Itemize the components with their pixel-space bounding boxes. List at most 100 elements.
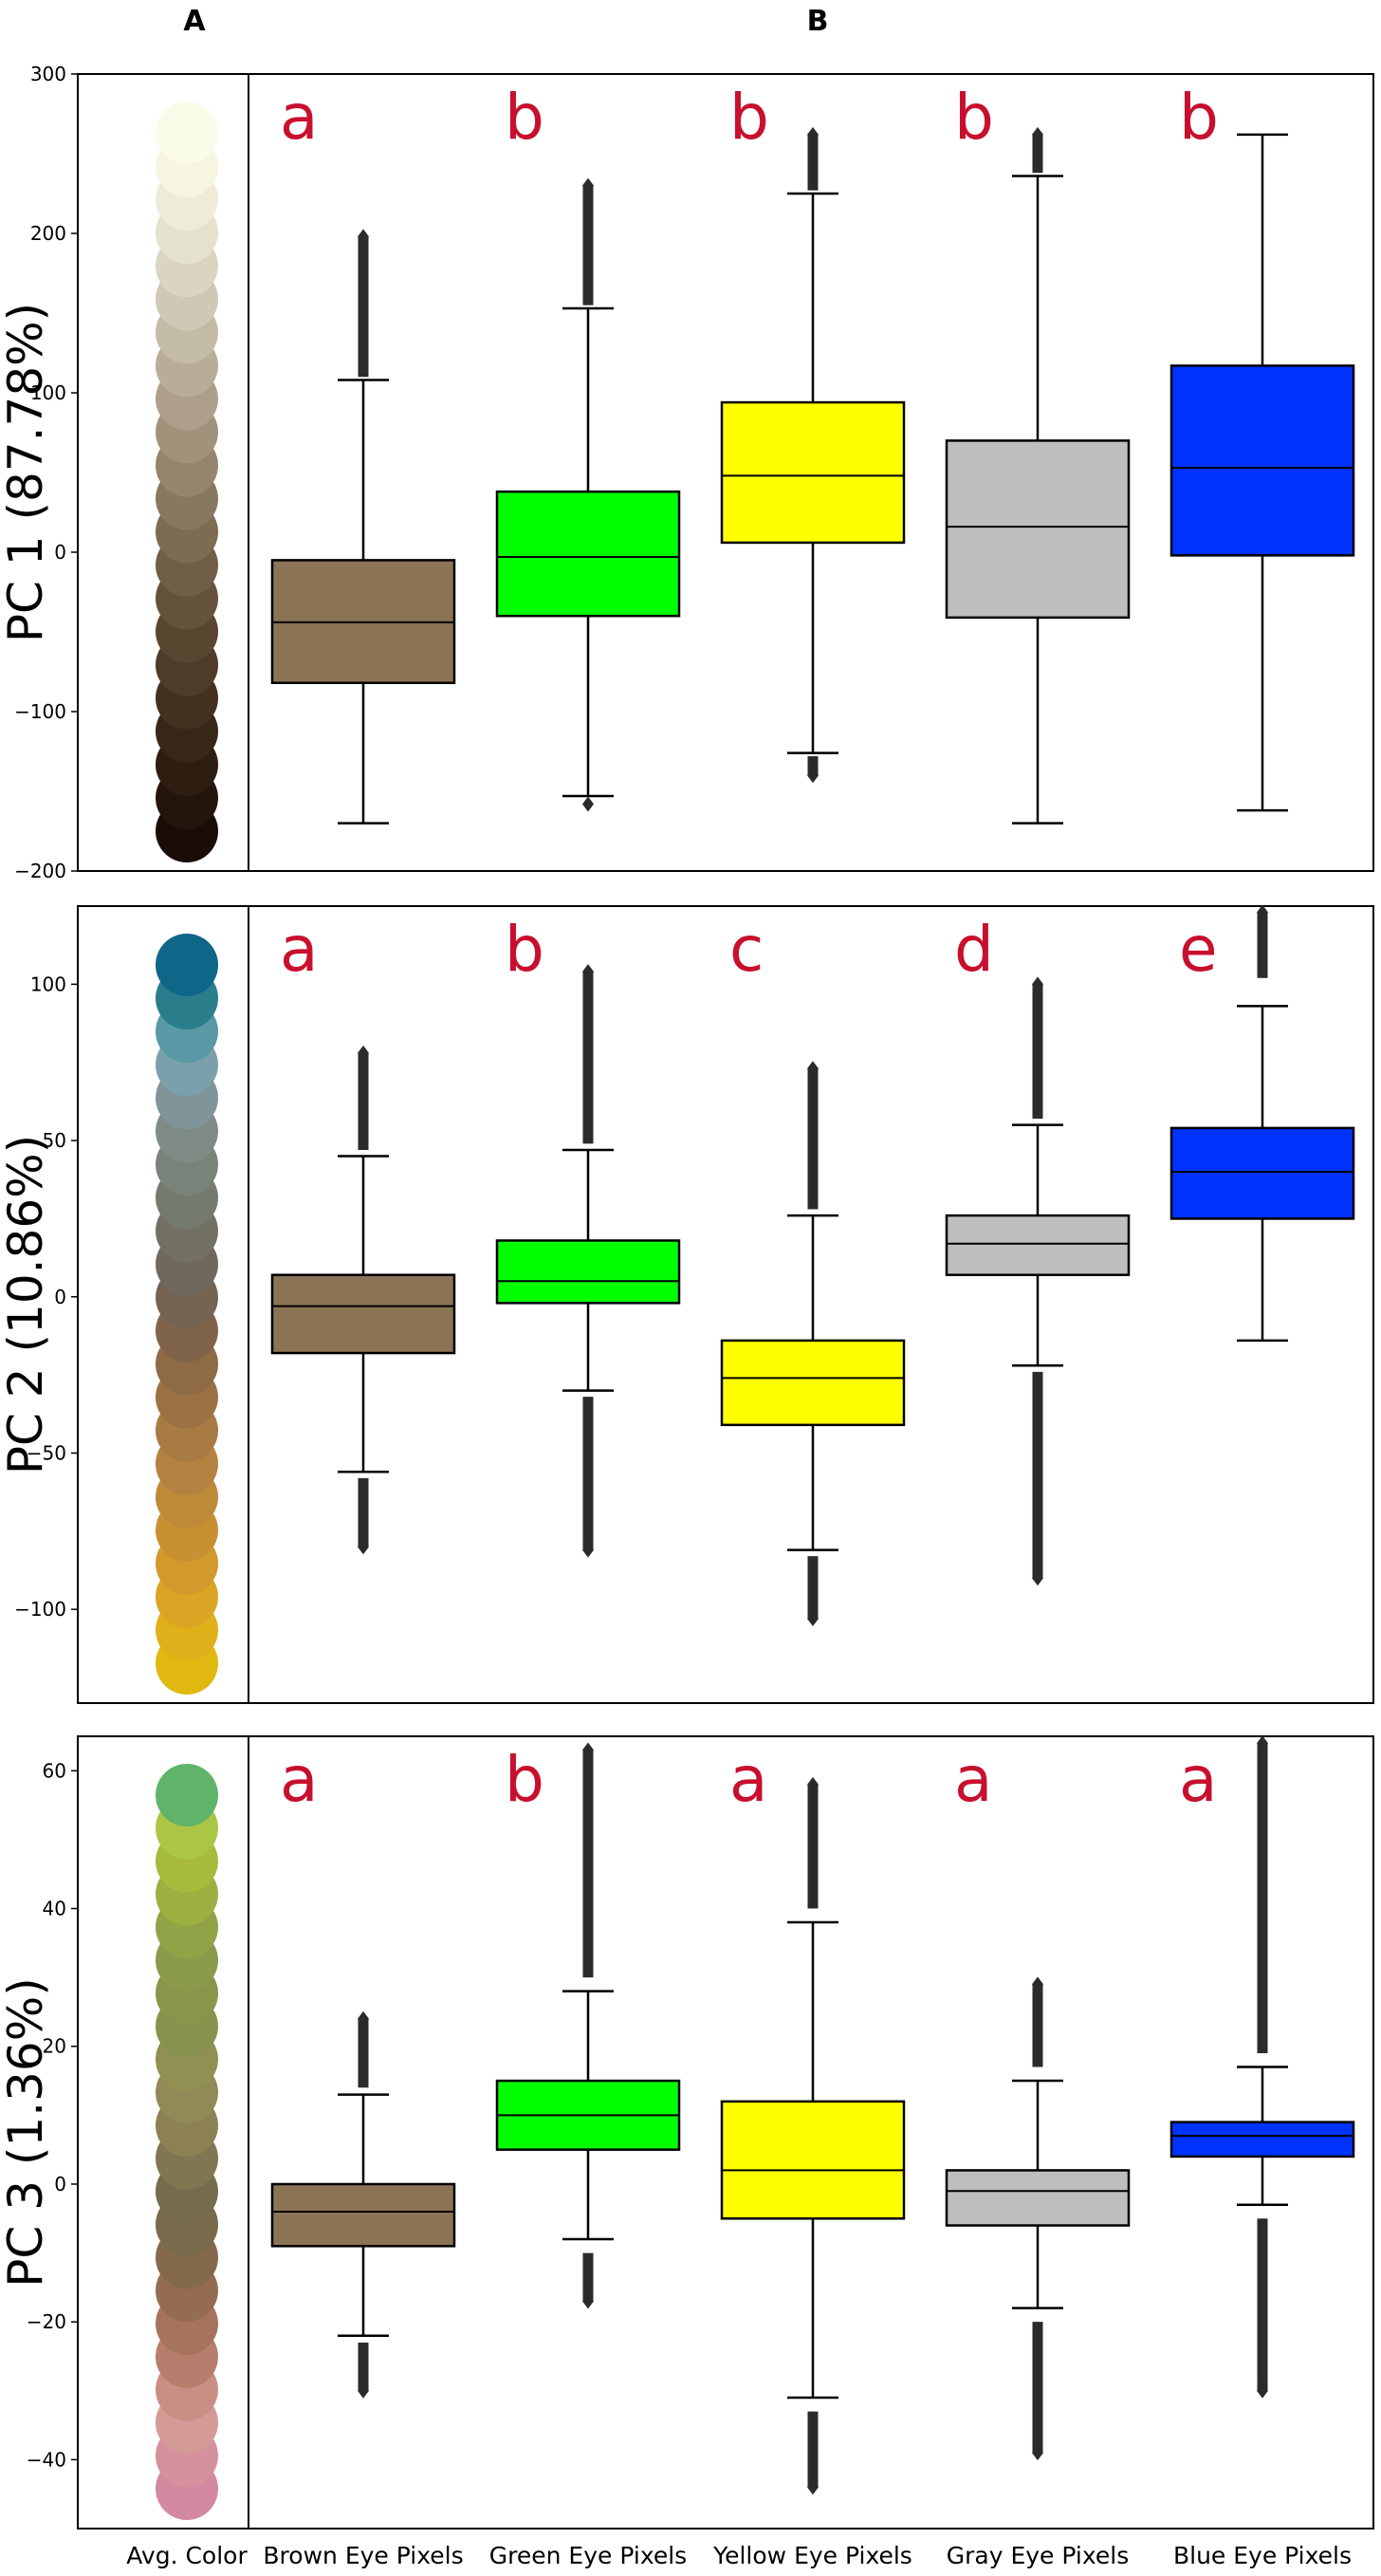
y-tick-label: 200: [30, 222, 66, 245]
box-green-eye-pixels: b: [495, 913, 681, 1558]
box-blue-eye-pixels: e: [1169, 904, 1355, 1343]
y-tick-label: −20: [27, 2310, 66, 2333]
plot-frame: [77, 1735, 1374, 2530]
significance-letter: b: [954, 81, 994, 154]
y-axis-label: PC 3 (1.36%): [0, 1977, 53, 2288]
significance-letter: b: [505, 913, 544, 986]
box-iqr: [720, 1339, 906, 1427]
outlier-point: [582, 1742, 594, 1758]
outlier-point: [807, 1611, 819, 1627]
panel-3: −40 −20 0 20 40 60 PC 3 (1.36%) a b a a a Brown Eye …: [0, 1735, 1374, 2569]
significance-letter: b: [729, 81, 769, 154]
panel-2: −100 −50 0 50 100 PC 2 (10.86%) a b c d e: [0, 904, 1374, 1704]
outlier-point: [1032, 1976, 1043, 1992]
y-axis-label: PC 2 (10.86%): [0, 1135, 53, 1474]
y-tick-label: 0: [54, 1286, 66, 1308]
outlier-point: [1257, 2382, 1268, 2399]
y-tick-label: 20: [43, 2035, 66, 2058]
avg-color-dot: [156, 1764, 218, 1826]
y-tick-label: 100: [30, 973, 66, 995]
panel-label-b: B: [807, 5, 829, 38]
significance-letter: d: [954, 913, 994, 986]
y-tick-label: 60: [43, 1759, 66, 1782]
plot-frame: [77, 905, 1374, 1704]
outlier-point: [358, 2382, 369, 2399]
outlier-point: [358, 1045, 369, 1061]
panel-1: −200 −100 0 100 200 300 PC 1 (87.78%) a b b b b: [0, 63, 1374, 882]
outlier-point: [358, 1539, 369, 1555]
significance-letter: a: [280, 913, 318, 986]
box-iqr: [720, 2100, 906, 2220]
box-blue-eye-pixels: b: [1169, 81, 1355, 812]
outlier-point: [807, 126, 819, 142]
box-brown-eye-pixels: a: [270, 913, 456, 1555]
box-iqr: [945, 2169, 1131, 2227]
outlier-point: [582, 964, 594, 980]
box-iqr: [495, 490, 681, 618]
significance-letter: e: [1179, 913, 1218, 986]
outlier-point: [1257, 1735, 1268, 1751]
box-iqr: [1169, 1126, 1355, 1220]
box-iqr: [945, 439, 1131, 620]
y-tick-label: 40: [43, 1898, 66, 1920]
box-iqr: [720, 400, 906, 545]
y-tick-label: −40: [27, 2448, 66, 2471]
outlier-point: [358, 2011, 369, 2027]
significance-letter: a: [954, 1743, 992, 1816]
outlier-point: [582, 1542, 594, 1558]
box-iqr: [495, 1239, 681, 1305]
outlier-point: [807, 768, 819, 784]
outlier-point: [1032, 976, 1043, 992]
outlier-point: [807, 1776, 819, 1792]
x-category-label: Yellow Eye Pixels: [712, 2542, 912, 2569]
box-iqr: [270, 2182, 456, 2248]
box-gray-eye-pixels: b: [945, 81, 1131, 825]
significance-letter: a: [1179, 1743, 1217, 1816]
significance-letter: b: [1179, 81, 1219, 154]
y-tick-label: 50: [43, 1129, 66, 1152]
box-iqr: [1169, 364, 1355, 557]
outlier-point: [1032, 2445, 1043, 2461]
avg-color-label: Avg. Color: [126, 2542, 248, 2569]
y-axis-label: PC 1 (87.78%): [0, 303, 53, 642]
box-yellow-eye-pixels: a: [720, 1743, 906, 2495]
x-category-label: Brown Eye Pixels: [263, 2542, 463, 2569]
box-green-eye-pixels: b: [495, 81, 681, 812]
significance-letter: a: [729, 1743, 767, 1816]
box-yellow-eye-pixels: b: [720, 81, 906, 784]
box-yellow-eye-pixels: c: [720, 913, 906, 1627]
box-iqr: [270, 1273, 456, 1355]
outlier-point: [582, 796, 594, 812]
outlier-point: [807, 2479, 819, 2495]
x-category-label: Blue Eye Pixels: [1173, 2542, 1352, 2569]
y-tick-label: 300: [30, 63, 66, 85]
x-category-label: Gray Eye Pixels: [947, 2542, 1129, 2569]
panel-label-a: A: [183, 5, 206, 38]
box-green-eye-pixels: b: [495, 1742, 681, 2309]
box-gray-eye-pixels: d: [945, 913, 1131, 1586]
y-tick-label: −50: [27, 1441, 66, 1464]
significance-letter: a: [280, 81, 318, 154]
x-category-label: Green Eye Pixels: [489, 2542, 687, 2569]
plot-frame: [77, 73, 1374, 872]
y-tick-label: −100: [14, 1598, 66, 1621]
y-tick-label: −100: [14, 700, 66, 723]
y-tick-label: 0: [54, 2173, 66, 2196]
significance-letter: c: [729, 913, 764, 986]
avg-color-dot: [156, 934, 218, 996]
outlier-point: [582, 177, 594, 194]
outlier-point: [1032, 1570, 1043, 1586]
outlier-point: [358, 229, 369, 245]
y-tick-label: 0: [54, 541, 66, 564]
y-tick-label: 100: [30, 381, 66, 404]
outlier-point: [1257, 904, 1268, 920]
box-brown-eye-pixels: a: [270, 1743, 456, 2399]
avg-color-dot: [156, 102, 218, 164]
outlier-point: [1032, 126, 1043, 142]
box-blue-eye-pixels: a: [1169, 1735, 1355, 2399]
box-brown-eye-pixels: a: [270, 81, 456, 825]
box-iqr: [1169, 2121, 1355, 2159]
outlier-point: [807, 1061, 819, 1077]
